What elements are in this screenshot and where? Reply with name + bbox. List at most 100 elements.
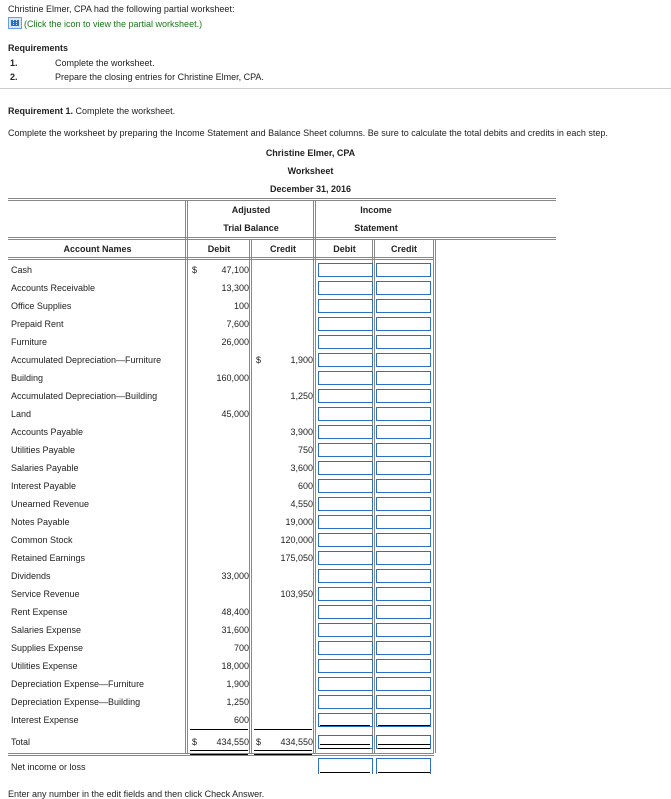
underline bbox=[254, 729, 312, 730]
atb-debit-amount: 100 bbox=[233, 301, 249, 311]
is-debit-input[interactable] bbox=[318, 299, 373, 313]
is-debit-input[interactable] bbox=[318, 641, 373, 655]
is-debit-input[interactable] bbox=[318, 407, 373, 421]
header-account-names: Account Names bbox=[63, 244, 132, 254]
atb-debit-amount: 7,600 bbox=[226, 319, 249, 329]
is-credit-input[interactable] bbox=[376, 371, 431, 385]
account-name: Depreciation Expense—Building bbox=[11, 697, 141, 707]
is-credit-input[interactable] bbox=[376, 587, 431, 601]
atb-debit-amount: 434,550 bbox=[216, 737, 249, 747]
req-text-2: Prepare the closing entries for Christin… bbox=[55, 72, 264, 82]
is-debit-input[interactable] bbox=[318, 443, 373, 457]
is-debit-input[interactable] bbox=[318, 713, 373, 727]
is-credit-input[interactable] bbox=[376, 551, 431, 565]
is-credit-input[interactable] bbox=[376, 335, 431, 349]
is-debit-input[interactable] bbox=[318, 533, 373, 547]
double-underline bbox=[254, 750, 312, 755]
is-credit-input[interactable] bbox=[376, 317, 431, 331]
atb-credit-amount: 3,600 bbox=[290, 463, 313, 473]
is-credit-input[interactable] bbox=[376, 533, 431, 547]
is-credit-input[interactable] bbox=[376, 641, 431, 655]
is-credit-input[interactable] bbox=[376, 569, 431, 583]
atb-debit-amount: 1,250 bbox=[226, 697, 249, 707]
atb-debit-amount: 160,000 bbox=[216, 373, 249, 383]
account-name: Service Revenue bbox=[11, 589, 80, 599]
account-name: Interest Payable bbox=[11, 481, 77, 491]
header-statement: Statement bbox=[354, 223, 398, 233]
worksheet-company: Christine Elmer, CPA bbox=[265, 148, 356, 158]
is-debit-input[interactable] bbox=[318, 515, 373, 529]
atb-credit-amount: 600 bbox=[297, 481, 313, 491]
is-credit-input[interactable] bbox=[376, 299, 431, 313]
icon-hint-link[interactable]: (Click the icon to view the partial work… bbox=[24, 19, 203, 29]
dollar-sign: $ bbox=[256, 355, 262, 365]
is-credit-input[interactable] bbox=[376, 515, 431, 529]
dollar-sign: $ bbox=[192, 265, 198, 275]
account-name: Salaries Expense bbox=[11, 625, 82, 635]
is-debit-input[interactable] bbox=[318, 353, 373, 367]
is-credit-input[interactable] bbox=[376, 497, 431, 511]
is-credit-input[interactable] bbox=[376, 263, 431, 277]
is-debit-input[interactable] bbox=[318, 281, 373, 295]
account-name: Common Stock bbox=[11, 535, 73, 545]
worksheet-date: December 31, 2016 bbox=[269, 184, 352, 194]
is-debit-input[interactable] bbox=[318, 317, 373, 331]
is-credit-input[interactable] bbox=[376, 659, 431, 673]
is-credit-input[interactable] bbox=[376, 281, 431, 295]
is-credit-input[interactable] bbox=[376, 623, 431, 637]
is-credit-input[interactable] bbox=[376, 479, 431, 493]
net-income-debit-input[interactable] bbox=[318, 758, 373, 774]
atb-debit-amount: 18,000 bbox=[221, 661, 249, 671]
atb-credit-amount: 4,550 bbox=[290, 499, 313, 509]
is-debit-input[interactable] bbox=[318, 371, 373, 385]
underline bbox=[320, 725, 370, 726]
is-credit-input[interactable] bbox=[376, 695, 431, 709]
is-debit-input[interactable] bbox=[318, 389, 373, 403]
is-credit-input[interactable] bbox=[376, 425, 431, 439]
is-credit-input[interactable] bbox=[376, 443, 431, 457]
is-debit-input[interactable] bbox=[318, 695, 373, 709]
atb-credit-amount: 750 bbox=[297, 445, 313, 455]
is-debit-input[interactable] bbox=[318, 497, 373, 511]
account-name: Prepaid Rent bbox=[11, 319, 64, 329]
intro-text: Christine Elmer, CPA had the following p… bbox=[8, 4, 235, 14]
is-debit-input[interactable] bbox=[318, 605, 373, 619]
atb-credit-amount: 175,050 bbox=[280, 553, 313, 563]
net-income-credit-input[interactable] bbox=[376, 758, 431, 774]
is-credit-input[interactable] bbox=[376, 407, 431, 421]
is-debit-input[interactable] bbox=[318, 425, 373, 439]
account-name: Supplies Expense bbox=[11, 643, 84, 653]
is-debit-input[interactable] bbox=[318, 335, 373, 349]
is-debit-input[interactable] bbox=[318, 461, 373, 475]
is-credit-input[interactable] bbox=[376, 389, 431, 403]
worksheet-grid-icon[interactable] bbox=[8, 17, 22, 29]
divider bbox=[0, 88, 671, 89]
is-debit-input[interactable] bbox=[318, 569, 373, 583]
is-credit-input[interactable] bbox=[376, 461, 431, 475]
is-debit-input[interactable] bbox=[318, 479, 373, 493]
is-debit-input[interactable] bbox=[318, 677, 373, 691]
account-name: Office Supplies bbox=[11, 301, 72, 311]
is-debit-input[interactable] bbox=[318, 263, 373, 277]
is-debit-input[interactable] bbox=[318, 623, 373, 637]
req-num-1: 1. bbox=[10, 58, 18, 68]
atb-debit-amount: 26,000 bbox=[221, 337, 249, 347]
is-debit-input[interactable] bbox=[318, 659, 373, 673]
is-credit-input[interactable] bbox=[376, 353, 431, 367]
req-num-2: 2. bbox=[10, 72, 18, 82]
requirements-title: Requirements bbox=[8, 43, 69, 53]
instruction-text: Complete the worksheet by preparing the … bbox=[8, 128, 608, 138]
is-credit-input[interactable] bbox=[376, 713, 431, 727]
atb-debit-amount: 600 bbox=[233, 715, 249, 725]
account-name: Total bbox=[11, 737, 31, 747]
dollar-sign: $ bbox=[192, 737, 198, 747]
is-debit-input[interactable] bbox=[318, 587, 373, 601]
account-name: Cash bbox=[11, 265, 33, 275]
is-debit-input[interactable] bbox=[318, 551, 373, 565]
account-name: Rent Expense bbox=[11, 607, 68, 617]
underline bbox=[190, 729, 248, 730]
req-text-1: Complete the worksheet. bbox=[55, 58, 155, 68]
is-credit-input[interactable] bbox=[376, 677, 431, 691]
double-underline bbox=[320, 744, 370, 749]
is-credit-input[interactable] bbox=[376, 605, 431, 619]
